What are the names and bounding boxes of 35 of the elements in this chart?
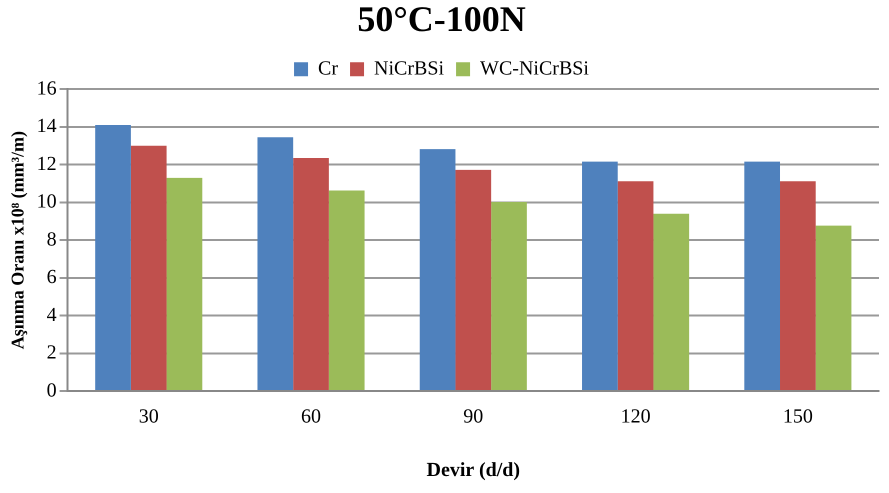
y-tick-label: 2 [46,342,57,364]
bar [780,181,816,390]
x-tick-label: 30 [138,405,159,428]
x-tick-label: 120 [620,405,651,428]
bar [816,226,852,390]
bar [491,202,527,390]
y-tick-label: 16 [36,77,57,100]
y-tick-label: 4 [46,304,57,326]
y-tick-label: 10 [36,190,57,213]
x-tick-label: 60 [301,405,322,428]
bar [257,137,294,390]
y-tick-label: 8 [46,228,57,250]
bar [582,162,618,390]
bar [130,146,167,390]
legend-label: Cr [318,57,338,80]
y-axis-title: Aşınma Oranı x10⁸ (mm³/m) [7,130,28,350]
x-tick-label: 150 [782,405,813,428]
y-tick-label: 0 [46,379,57,402]
bar [455,170,492,390]
legend-label: NiCrBSi [374,57,445,80]
y-tick-label: 12 [36,152,57,175]
bar [293,158,329,390]
x-axis-title: Devir (d/d) [426,459,520,482]
x-tick-label: 90 [463,405,484,428]
bar [653,214,690,390]
bar [744,162,780,390]
y-tick-label: 6 [46,266,57,288]
bar [420,149,456,390]
y-tick-label: 14 [36,115,57,138]
bar [166,178,202,390]
legend-label: WC-NiCrBSi [480,57,590,80]
chart-title: 50°C-100N [357,0,526,39]
bar [328,190,365,390]
bar [618,181,654,390]
bar [95,125,131,390]
